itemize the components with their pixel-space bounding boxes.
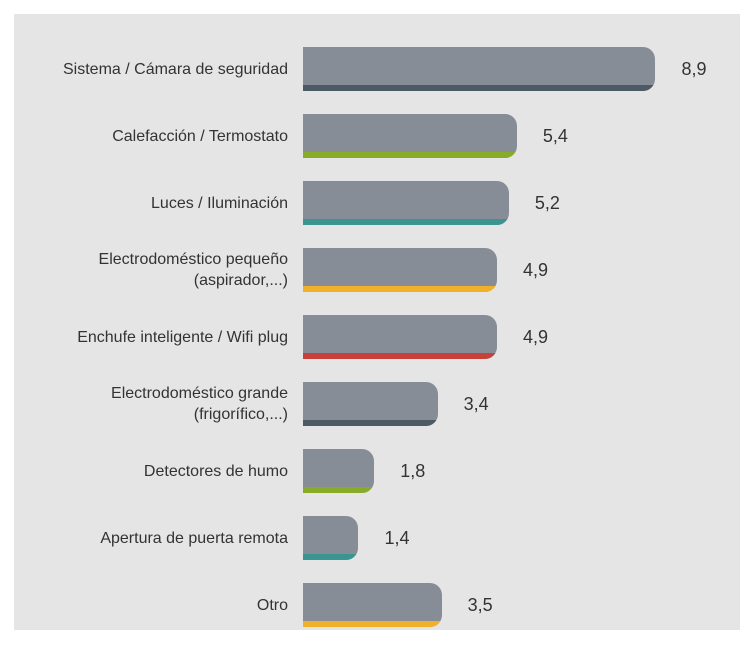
bar-accent: [303, 487, 375, 493]
bar-accent: [303, 621, 442, 627]
value-label: 4,9: [523, 260, 549, 280]
bar: [303, 248, 498, 292]
category-label: Luces / Iluminación: [151, 194, 288, 212]
category-label: Enchufe inteligente / Wifi plug: [77, 328, 288, 346]
bar-accent: [303, 286, 498, 292]
category-label: Electrodoméstico grande (frigorífico,...…: [111, 385, 288, 423]
bar-accent: [303, 152, 517, 158]
value-label: 3,5: [467, 595, 493, 615]
category-label: Calefacción / Termostato: [112, 127, 288, 145]
category-label: Electrodoméstico pequeño (aspirador,...): [98, 251, 288, 289]
value-label: 3,4: [463, 394, 489, 414]
bar: [303, 516, 359, 560]
bar: [303, 315, 498, 359]
bar: [303, 181, 509, 225]
bar-accent: [303, 353, 498, 359]
value-label: 1,8: [400, 461, 426, 481]
category-label: Sistema / Cámara de seguridad: [63, 60, 288, 78]
bar-accent: [303, 420, 438, 426]
value-label: 8,9: [681, 59, 707, 79]
bar: [303, 114, 517, 158]
category-label: Otro: [256, 596, 288, 614]
value-label: 1,4: [384, 528, 410, 548]
bar-accent: [303, 85, 656, 91]
category-label: Detectores de humo: [143, 462, 288, 480]
category-label: Apertura de puerta remota: [100, 529, 288, 547]
value-label: 5,2: [534, 193, 560, 213]
bar: [303, 47, 656, 91]
bar-accent: [303, 554, 359, 560]
bar: [303, 583, 442, 627]
value-label: 5,4: [542, 126, 568, 146]
bar: [303, 449, 375, 493]
bar: [303, 382, 438, 426]
chart: Sistema / Cámara de seguridad 8,9 Calefacc…: [14, 14, 740, 630]
value-label: 4,9: [523, 327, 549, 347]
bar-accent: [303, 219, 509, 225]
